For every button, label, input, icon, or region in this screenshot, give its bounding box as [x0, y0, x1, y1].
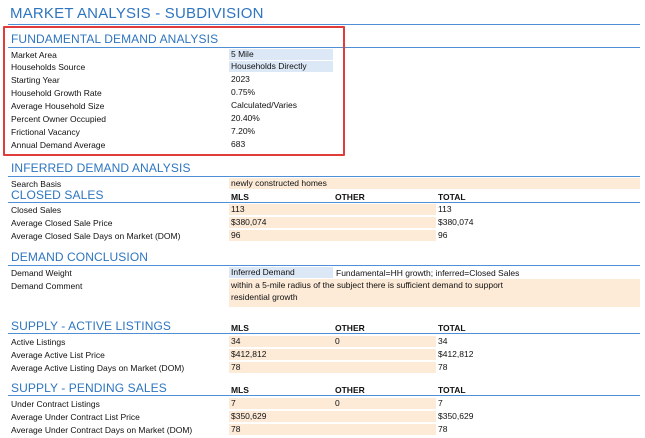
- closed-sales-section-title: CLOSED SALES: [11, 188, 104, 202]
- starting-year-cell[interactable]: 2023: [231, 74, 250, 84]
- active-listings-mls-cell[interactable]: 34: [229, 336, 333, 347]
- pending-sales-total-header: TOTAL: [438, 385, 466, 395]
- fundamental-section-title: FUNDAMENTAL DEMAND ANALYSIS: [11, 32, 219, 46]
- pending-sales-other-header: OTHER: [335, 385, 365, 395]
- active-listings-other-cell[interactable]: 0: [333, 336, 436, 347]
- under-contract-listings-mls-cell[interactable]: 7: [229, 398, 333, 409]
- household-growth-rate-label: Household Growth Rate: [11, 88, 102, 98]
- closed-sales-label: Closed Sales: [11, 205, 62, 215]
- avg-active-list-price-label: Average Active List Price: [11, 350, 105, 360]
- avg-closed-dom-label: Average Closed Sale Days on Market (DOM): [11, 231, 181, 241]
- active-listings-total-cell: 34: [438, 336, 448, 346]
- demand-comment-cell[interactable]: within a 5-mile radius of the subject th…: [229, 279, 640, 307]
- avg-under-contract-price-total-cell: $350,629: [438, 411, 474, 421]
- avg-active-list-price-other-cell[interactable]: [333, 349, 436, 360]
- percent-owner-occupied-cell[interactable]: 20.40%: [231, 113, 260, 123]
- avg-under-contract-dom-other-cell[interactable]: [333, 424, 436, 435]
- avg-under-contract-price-label: Average Under Contract List Price: [11, 412, 140, 422]
- pending-sales-mls-header: MLS: [231, 385, 249, 395]
- avg-closed-sale-price-other-cell[interactable]: [333, 217, 436, 228]
- search-basis-cell[interactable]: newly constructed homes: [229, 178, 640, 189]
- under-contract-listings-total-cell: 7: [438, 398, 443, 408]
- frictional-vacancy-cell[interactable]: 7.20%: [231, 126, 256, 136]
- closed-sales-divider: [8, 202, 640, 203]
- demand-comment-label: Demand Comment: [11, 281, 83, 291]
- active-listings-total-header: TOTAL: [438, 323, 466, 333]
- avg-under-contract-dom-total-cell: 78: [438, 424, 448, 434]
- percent-owner-occupied-label: Percent Owner Occupied: [11, 114, 106, 124]
- closed-sales-mls-cell[interactable]: 113: [229, 204, 333, 215]
- households-source-label: Households Source: [11, 62, 86, 72]
- avg-under-contract-price-other-cell[interactable]: [333, 411, 436, 422]
- starting-year-label: Starting Year: [11, 75, 60, 85]
- page-title: MARKET ANALYSIS - SUBDIVISION: [10, 5, 264, 22]
- search-basis-label: Search Basis: [11, 179, 62, 189]
- market-area-cell[interactable]: 5 Mile: [229, 49, 333, 60]
- avg-active-dom-mls-cell[interactable]: 78: [229, 362, 333, 373]
- avg-active-dom-label: Average Active Listing Days on Market (D…: [11, 363, 185, 373]
- avg-closed-sale-price-total-cell: $380,074: [438, 217, 474, 227]
- pending-sales-section-title: SUPPLY - PENDING SALES: [11, 381, 167, 395]
- average-household-size-label: Average Household Size: [11, 101, 105, 111]
- demand-conclusion-divider: [8, 265, 640, 266]
- avg-active-dom-other-cell[interactable]: [333, 362, 436, 373]
- avg-under-contract-dom-label: Average Under Contract Days on Market (D…: [11, 425, 193, 435]
- inferred-divider: [8, 176, 640, 177]
- avg-closed-sale-price-label: Average Closed Sale Price: [11, 218, 113, 228]
- inferred-section-title: INFERRED DEMAND ANALYSIS: [11, 161, 191, 175]
- demand-comment-line-2: residential growth: [231, 292, 298, 302]
- closed-sales-total-header: TOTAL: [438, 192, 466, 202]
- demand-comment-line-1: within a 5-mile radius of the subject th…: [231, 280, 503, 290]
- title-divider: [8, 24, 640, 25]
- active-listings-mls-header: MLS: [231, 323, 249, 333]
- closed-sales-mls-header: MLS: [231, 192, 249, 202]
- household-growth-rate-cell[interactable]: 0.75%: [231, 87, 256, 97]
- average-household-size-cell[interactable]: Calculated/Varies: [231, 100, 297, 110]
- households-source-cell[interactable]: Households Directly: [229, 61, 333, 72]
- demand-weight-label: Demand Weight: [11, 268, 72, 278]
- avg-under-contract-price-mls-cell[interactable]: $350,629: [229, 411, 333, 422]
- avg-closed-dom-other-cell[interactable]: [333, 230, 436, 241]
- frictional-vacancy-label: Frictional Vacancy: [11, 127, 80, 137]
- pending-sales-divider: [8, 395, 640, 396]
- demand-weight-cell[interactable]: Inferred Demand: [229, 267, 333, 278]
- avg-active-list-price-total-cell: $412,812: [438, 349, 474, 359]
- avg-active-dom-total-cell: 78: [438, 362, 448, 372]
- under-contract-listings-label: Under Contract Listings: [11, 399, 100, 409]
- active-listings-divider: [8, 333, 640, 334]
- avg-closed-dom-total-cell: 96: [438, 230, 448, 240]
- annual-demand-average-label: Annual Demand Average: [11, 140, 106, 150]
- fundamental-divider: [8, 47, 640, 48]
- closed-sales-other-cell[interactable]: [333, 204, 436, 215]
- avg-closed-dom-mls-cell[interactable]: 96: [229, 230, 333, 241]
- active-listings-section-title: SUPPLY - ACTIVE LISTINGS: [11, 319, 172, 333]
- annual-demand-average-cell[interactable]: 683: [231, 139, 246, 149]
- avg-closed-sale-price-mls-cell[interactable]: $380,074: [229, 217, 333, 228]
- active-listings-other-header: OTHER: [335, 323, 365, 333]
- avg-active-list-price-mls-cell[interactable]: $412,812: [229, 349, 333, 360]
- closed-sales-total-cell: 113: [438, 204, 452, 214]
- avg-under-contract-dom-mls-cell[interactable]: 78: [229, 424, 333, 435]
- highlight-box: [3, 26, 345, 156]
- under-contract-listings-other-cell[interactable]: 0: [333, 398, 436, 409]
- demand-conclusion-section-title: DEMAND CONCLUSION: [11, 250, 149, 264]
- demand-weight-note: Fundamental=HH growth; inferred=Closed S…: [336, 268, 520, 278]
- market-area-label: Market Area: [11, 50, 57, 60]
- closed-sales-other-header: OTHER: [335, 192, 365, 202]
- active-listings-label: Active Listings: [11, 337, 66, 347]
